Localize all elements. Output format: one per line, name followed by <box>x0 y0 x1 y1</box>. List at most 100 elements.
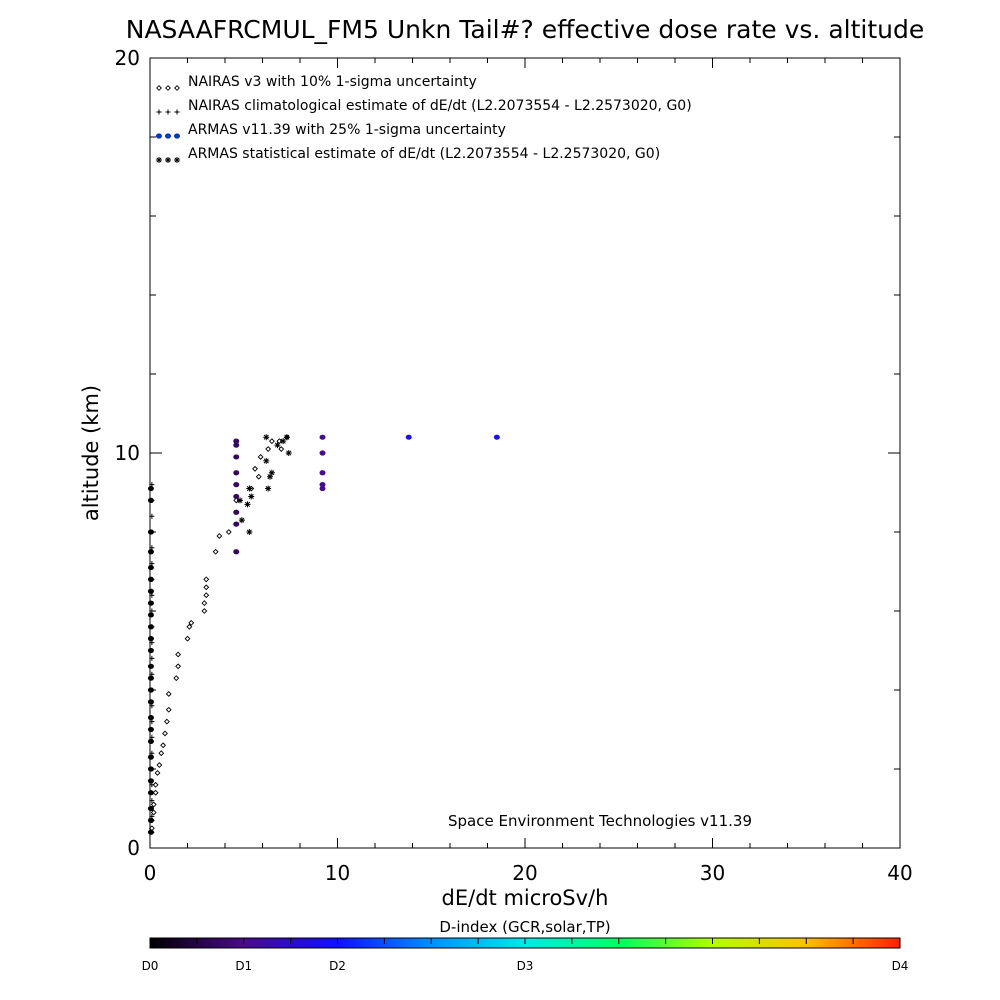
x-axis-label: dE/dt microSv/h <box>442 886 609 910</box>
diamond-series-point <box>150 801 157 808</box>
diamond-series-point <box>278 446 285 452</box>
diamond-series-point <box>203 576 210 583</box>
dot-series-point <box>319 450 326 456</box>
dot-series-point <box>319 482 326 488</box>
plus-series-point <box>149 513 155 519</box>
legend-marker-diamond <box>174 85 180 91</box>
dot-series-point <box>147 576 154 583</box>
legend-marker-plus <box>156 109 162 115</box>
asterisk-series-point <box>246 485 253 492</box>
colorbar-label: D0 <box>142 959 159 973</box>
dot-series-point <box>233 549 240 555</box>
colorbar-label: D1 <box>235 959 252 973</box>
diamond-series-point <box>186 623 193 630</box>
diamond-series-point <box>150 809 157 816</box>
x-tick-label: 0 <box>144 861 157 885</box>
diamond-series-point <box>233 497 240 504</box>
y-axis-label: altitude (km) <box>79 385 103 521</box>
asterisk-series-point <box>265 485 272 492</box>
dot-series-point <box>147 715 154 721</box>
dot-series-point <box>147 790 154 796</box>
dot-series-point <box>493 434 500 440</box>
asterisk-series-point <box>268 469 275 476</box>
dot-series-point <box>147 829 154 835</box>
diamond-series-point <box>203 584 210 591</box>
diamond-series-point <box>265 446 272 452</box>
dot-series-point <box>147 564 154 571</box>
legend-marker-asterisk <box>156 157 162 163</box>
colorbar-labels: D0 D1 D2 D3 D4 <box>142 959 909 973</box>
asterisk-series-point <box>267 473 273 480</box>
dot-series-point <box>147 529 154 535</box>
y-tick-label: 0 <box>127 836 140 860</box>
dot-series-point <box>147 675 154 681</box>
dot-series-point <box>147 485 154 492</box>
diamond-series-point <box>163 718 170 725</box>
legend-label: NAIRAS v3 with 10% 1-sigma uncertainty <box>188 74 477 90</box>
legend-label: ARMAS statistical estimate of dE/dt (L2.… <box>188 146 660 162</box>
dot-series-point <box>233 521 240 527</box>
dot-series-point <box>147 699 154 705</box>
dot-series-point <box>147 624 154 630</box>
diamond-series-point <box>257 454 264 460</box>
legend-marker-diamond <box>165 85 171 91</box>
dot-series-point <box>147 497 154 503</box>
dot-series-point <box>147 600 154 606</box>
dot-series-point <box>319 470 326 476</box>
dot-series-point <box>147 817 154 823</box>
diamond-series-point <box>154 770 161 776</box>
asterisk-series-point <box>246 529 253 535</box>
dot-series-point <box>233 470 240 476</box>
dot-series-point <box>147 663 154 669</box>
plot-frame <box>149 57 901 849</box>
colorbar-label: D3 <box>517 959 534 973</box>
y-tick-labels: 0 10 20 <box>115 46 140 860</box>
diamond-series-point <box>203 592 210 599</box>
diamond-series-point <box>225 529 232 535</box>
diamond-series-point <box>188 619 195 626</box>
asterisk-series-point <box>283 434 290 441</box>
legend-marker-dot <box>174 133 180 139</box>
diamond-series-point <box>175 651 182 658</box>
asterisk-series-point <box>263 457 270 464</box>
legend-marker-diamond <box>156 85 162 91</box>
dot-series-point <box>147 805 154 812</box>
asterisk-series-point <box>263 434 270 441</box>
asterisk-series-point <box>238 517 245 524</box>
diamond-series-point <box>162 730 168 737</box>
legend-marker-asterisk <box>174 157 180 163</box>
asterisk-series-point <box>274 442 281 449</box>
dot-series-point <box>147 738 154 744</box>
x-tick-labels: 0 10 20 30 40 <box>144 861 913 885</box>
diamond-series-point <box>216 533 223 539</box>
plot-marks <box>147 434 500 835</box>
dot-series-point <box>233 493 240 500</box>
axis-ticks <box>149 57 901 849</box>
asterisk-series-point <box>237 497 243 504</box>
legend: NAIRAS v3 with 10% 1-sigma uncertainty NA… <box>156 74 692 163</box>
legend-marker-plus <box>174 109 180 115</box>
diamond-series-point <box>201 608 208 614</box>
dot-series-point <box>233 454 240 460</box>
diamond-series-point <box>160 742 167 749</box>
legend-marker-dot <box>156 133 162 139</box>
legend-marker-asterisk <box>165 157 171 163</box>
dot-series-point <box>319 485 326 492</box>
diamond-series-point <box>255 473 262 480</box>
x-tick-label: 30 <box>700 861 725 885</box>
diamond-series-point <box>158 750 165 757</box>
y-tick-label: 10 <box>115 441 140 465</box>
x-tick-label: 40 <box>887 861 912 885</box>
asterisk-series-point <box>248 493 255 500</box>
dot-series-point <box>233 442 240 448</box>
diamond-series-point <box>268 438 275 445</box>
diamond-series-point <box>173 675 180 682</box>
dot-series-point <box>233 482 240 488</box>
colorbar-ticks <box>196 938 854 944</box>
dot-series-point <box>147 687 154 693</box>
legend-marker-dot <box>165 133 171 139</box>
dot-series-point <box>147 549 154 555</box>
dot-series-point <box>147 647 154 654</box>
diamond-series-point <box>165 706 172 713</box>
